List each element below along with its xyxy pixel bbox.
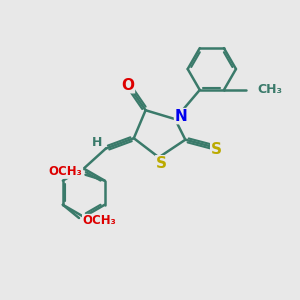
Text: N: N: [175, 109, 187, 124]
Text: OCH₃: OCH₃: [49, 165, 82, 178]
Text: O: O: [122, 78, 134, 93]
Text: CH₃: CH₃: [257, 82, 282, 96]
Text: OCH₃: OCH₃: [82, 214, 116, 227]
Text: S: S: [156, 156, 167, 171]
Text: S: S: [211, 142, 222, 157]
Text: H: H: [92, 136, 102, 148]
